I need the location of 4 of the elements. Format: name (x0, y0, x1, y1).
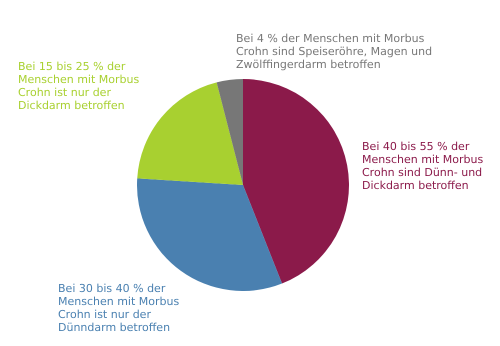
slice-label: Bei 15 bis 25 % der Menschen mit Morbus Crohn ist nur der Dickdarm betroffen (18, 60, 140, 112)
slice-label: Bei 30 bis 40 % der Menschen mit Morbus Crohn ist nur der Dünndarm betroffen (58, 282, 180, 334)
slice-label: Bei 40 bis 55 % der Menschen mit Morbus Crohn sind Dünn- und Dickdarm betroffen (362, 140, 484, 192)
slice-label: Bei 4 % der Menschen mit Morbus Crohn sind Speiseröhre, Magen und Zwölffingerdarm betroffen (236, 32, 434, 71)
